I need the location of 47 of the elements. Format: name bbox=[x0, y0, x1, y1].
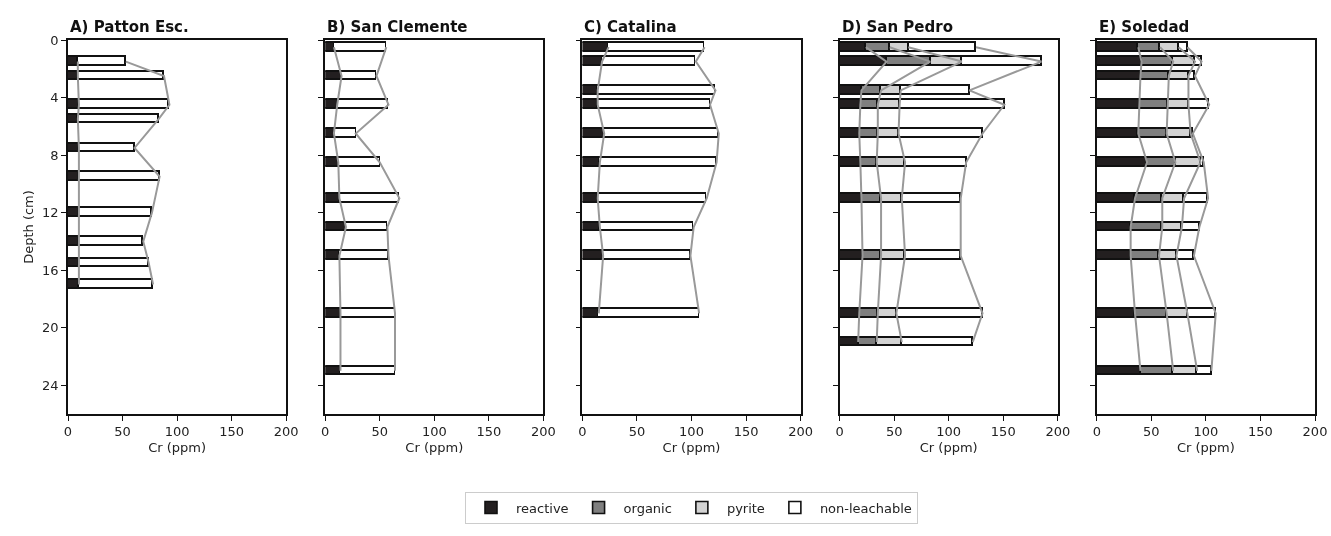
x-tick-label: 0 bbox=[1092, 424, 1101, 440]
y-tick-label: 0 bbox=[50, 32, 59, 48]
legend-label: reactive bbox=[516, 500, 569, 516]
y-tick-label: 24 bbox=[42, 377, 59, 393]
y-axis-title: Depth (cm) bbox=[20, 190, 36, 264]
x-tick-label: 200 bbox=[788, 424, 814, 440]
chart-title: B) San Clemente bbox=[327, 18, 468, 36]
x-tick-label: 0 bbox=[578, 424, 587, 440]
x-tick-label: 100 bbox=[1193, 424, 1219, 440]
x-tick-label: 0 bbox=[321, 424, 330, 440]
x-tick-label: 50 bbox=[1143, 424, 1160, 440]
y-tick-label: 4 bbox=[50, 90, 59, 106]
legend-label: organic bbox=[623, 500, 672, 516]
x-tick-label: 200 bbox=[273, 424, 299, 440]
y-tick-label: 20 bbox=[42, 320, 59, 336]
chart-title: C) Catalina bbox=[584, 18, 677, 36]
x-tick-label: 0 bbox=[835, 424, 844, 440]
x-tick-label: 50 bbox=[371, 424, 389, 440]
x-axis-title: Cr (ppm) bbox=[662, 439, 721, 455]
x-axis-title: Cr (ppm) bbox=[148, 439, 207, 455]
chart-title: E) Soledad bbox=[1099, 18, 1190, 36]
legend-label: non-leachable bbox=[819, 500, 912, 516]
y-tick-label: 8 bbox=[50, 147, 59, 163]
y-tick-label: 16 bbox=[42, 262, 59, 278]
x-tick-label: 100 bbox=[421, 424, 447, 440]
x-axis-title: Cr (ppm) bbox=[405, 439, 464, 455]
x-tick-label: 200 bbox=[1045, 424, 1071, 440]
legend-label: pyrite bbox=[726, 500, 765, 516]
x-tick-label: 150 bbox=[476, 424, 502, 440]
x-tick-label: 50 bbox=[885, 424, 903, 440]
x-tick-label: 50 bbox=[628, 424, 646, 440]
chart-title: D) San Pedro bbox=[842, 18, 953, 36]
x-tick-label: 150 bbox=[990, 424, 1016, 440]
x-tick-label: 100 bbox=[164, 424, 190, 440]
y-tick-label: 12 bbox=[42, 205, 59, 221]
x-tick-label: 200 bbox=[530, 424, 556, 440]
x-axis-title: Cr (ppm) bbox=[1176, 439, 1235, 455]
x-tick-label: 100 bbox=[679, 424, 704, 440]
x-tick-label: 150 bbox=[1248, 424, 1273, 440]
chart-title: A) Patton Esc. bbox=[70, 18, 189, 36]
x-tick-label: 150 bbox=[219, 424, 245, 440]
x-tick-label: 150 bbox=[733, 424, 759, 440]
x-tick-label: 50 bbox=[114, 424, 131, 440]
x-tick-label: 200 bbox=[1302, 424, 1328, 440]
x-tick-label: 100 bbox=[936, 424, 962, 440]
x-tick-label: 0 bbox=[63, 424, 73, 440]
x-axis-title: Cr (ppm) bbox=[919, 439, 978, 455]
